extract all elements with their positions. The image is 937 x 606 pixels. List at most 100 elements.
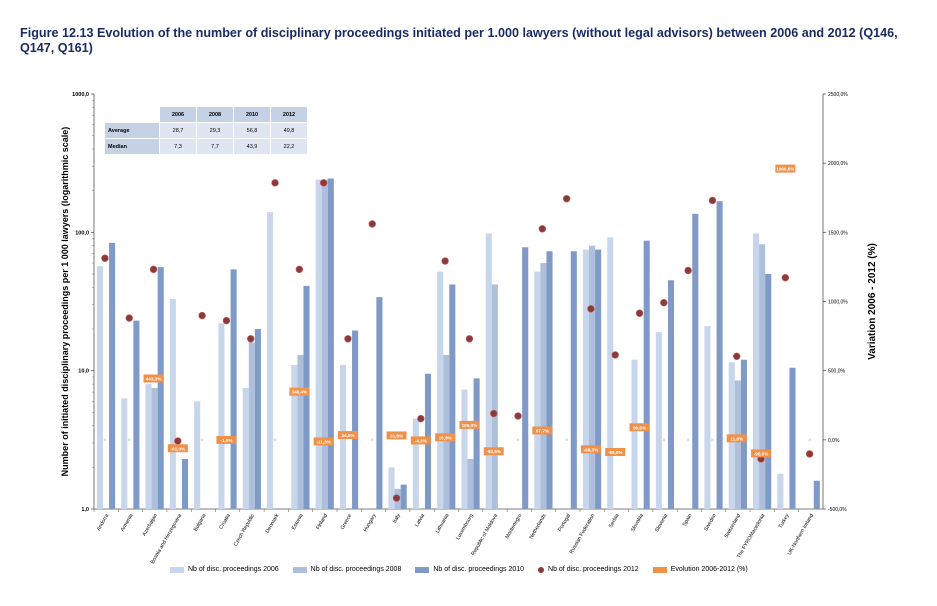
evolution-label-box — [580, 445, 601, 454]
evolution-label-box — [775, 164, 796, 173]
summary-row-average: Average 28,7 29,3 56,8 49,8 — [104, 122, 308, 139]
dot-2012 — [174, 437, 182, 445]
bar-2008 — [321, 179, 328, 510]
evolution-label-box — [337, 431, 358, 440]
bar-2010 — [716, 201, 723, 510]
x-tick-label: Denmark — [265, 513, 281, 535]
dot-2012 — [271, 179, 279, 187]
evolution-label-box — [386, 431, 407, 440]
x-tick-label: Republic of Moldova — [470, 513, 499, 557]
evolution-label: -82,5% — [486, 449, 501, 454]
dot-2012 — [733, 352, 741, 361]
x-tick-label: Andorra — [96, 513, 110, 532]
zero-marker: × — [273, 438, 277, 444]
summary-header-2012: 2012 — [270, 106, 308, 123]
summary-cell: 49,8 — [270, 122, 308, 139]
legend-label: Nb of disc. proceedings 2010 — [433, 566, 525, 573]
bar-2010 — [352, 330, 359, 509]
y-tick-label: 100,0 — [75, 230, 89, 236]
bar-2010 — [303, 285, 310, 509]
zero-marker: × — [565, 438, 569, 444]
summary-cell: 22,2 — [270, 138, 308, 155]
evolution-label-box — [167, 444, 188, 453]
bar-2008 — [540, 263, 547, 509]
dot-2012 — [101, 254, 109, 262]
evolution-label: -88,0% — [608, 450, 623, 455]
evolution-label: 348,4% — [292, 390, 308, 395]
summary-row-label: Median — [104, 138, 160, 155]
x-tick-label: Latvia — [414, 513, 426, 528]
zero-marker: × — [808, 438, 812, 444]
bar-2010 — [327, 178, 334, 509]
evolution-label-box — [605, 448, 626, 457]
bar-2008 — [467, 458, 474, 509]
bar-2008 — [297, 354, 304, 509]
bar-2010 — [376, 297, 383, 509]
legend-label: Evolution 2006-2012 (%) — [670, 566, 748, 573]
bar-2006 — [534, 271, 541, 509]
dot-2012 — [368, 220, 376, 228]
bar-2010 — [400, 484, 407, 509]
dot-2012 — [635, 309, 644, 317]
x-tick-label: Switzerland — [724, 513, 743, 539]
summary-row-label: Average — [104, 122, 160, 139]
x-tick-label: Serbia — [608, 513, 621, 529]
bar-2006 — [145, 384, 152, 509]
y2-tick-label: 500,0% — [828, 369, 846, 375]
x-tick-label: Lithuania — [435, 513, 451, 534]
evolution-label-box — [410, 436, 431, 445]
evolution-label-box — [726, 434, 747, 443]
dot-2012 — [465, 335, 474, 343]
summary-cell: 7,3 — [159, 138, 197, 155]
dot-2012 — [805, 450, 814, 458]
legend-label: Nb of disc. proceedings 2012 — [548, 566, 639, 573]
bar-2010 — [181, 458, 189, 509]
dot-2012 — [417, 414, 425, 423]
bar-2008 — [443, 354, 450, 509]
summary-cell: 29,3 — [196, 122, 234, 139]
evolution-label-box — [532, 426, 553, 435]
dot-2012 — [247, 335, 255, 343]
bar-2010 — [157, 267, 164, 509]
evolution-label-box — [143, 374, 164, 383]
x-tick-label: Sweden — [703, 513, 718, 532]
bar-2010 — [789, 367, 796, 509]
evolution-label-box — [751, 449, 772, 458]
legend-swatch-2008 — [292, 566, 307, 573]
evolution-label: -11,3% — [316, 439, 330, 444]
zero-marker: × — [370, 438, 374, 444]
summary-cell: 7,7 — [196, 138, 234, 155]
dot-2012 — [392, 494, 401, 502]
evolution-label-box — [459, 420, 480, 429]
summary-cell: 28,7 — [159, 122, 197, 139]
x-tick-label: Greece — [340, 513, 354, 531]
bar-2006 — [607, 237, 614, 509]
summary-corner-cell — [104, 106, 160, 123]
x-tick-label: Hungary — [363, 513, 378, 533]
dot-2012 — [684, 266, 692, 275]
x-tick-label: Spain — [682, 513, 694, 528]
x-tick-label: Finland — [315, 513, 329, 531]
bar-2010 — [230, 269, 237, 509]
dot-2012 — [441, 257, 449, 265]
bar-2010 — [667, 280, 675, 509]
y2-tick-label: 2000,0% — [828, 161, 848, 167]
dot-2012 — [319, 179, 328, 187]
x-tick-label: Russian Federation — [569, 513, 597, 555]
dot-2012 — [587, 305, 595, 313]
summary-header-2006: 2006 — [159, 106, 197, 123]
dot-2012 — [125, 314, 133, 322]
bar-2006 — [753, 233, 760, 509]
dot-2012 — [708, 196, 717, 205]
bar-2006 — [655, 332, 662, 509]
bar-2006 — [96, 266, 103, 509]
bar-2010 — [643, 240, 650, 509]
evolution-label: 90,9% — [633, 425, 646, 430]
bar-2006 — [437, 271, 444, 509]
y2-tick-label: 2500,0% — [828, 92, 848, 98]
bar-2006 — [704, 326, 711, 509]
bar-2006 — [315, 179, 322, 510]
dot-2012 — [660, 298, 668, 307]
x-tick-label: Estonia — [291, 513, 305, 531]
bar-2006 — [485, 233, 492, 509]
